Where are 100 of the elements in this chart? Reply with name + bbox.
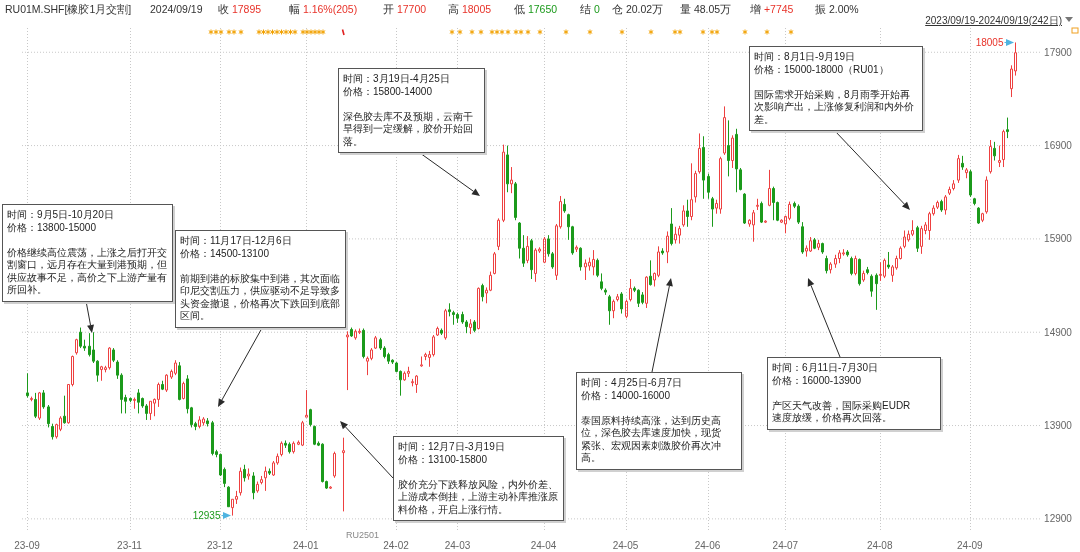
candlestick <box>604 287 607 296</box>
candlestick <box>883 258 886 279</box>
candlestick <box>313 425 316 446</box>
annotation: 价格：16000-13900 <box>772 374 862 387</box>
candlestick <box>723 105 726 156</box>
candlestick <box>252 471 255 500</box>
candlestick <box>469 318 472 335</box>
text: 增 +7745 <box>749 3 794 15</box>
candlestick <box>403 370 406 382</box>
candlestick <box>727 119 730 177</box>
candlestick <box>846 249 849 258</box>
candlestick <box>264 466 267 492</box>
candlestick <box>182 381 185 400</box>
text: 结 0 <box>580 3 600 15</box>
candlestick <box>243 464 246 483</box>
candlestick <box>133 397 136 410</box>
candlestick <box>858 258 861 287</box>
candlestick <box>239 467 242 497</box>
candlestick <box>280 440 283 457</box>
annotation: 产区天气改善，国际采购EUDR速度放缓，价格再次回落。 <box>772 399 912 425</box>
annotation: 价格继续高位震荡，上涨之后打开交割窗口，远月存在大量到港预期，但供应故事不足，高价之下上游产量有所回补。 <box>7 246 168 297</box>
candlestick <box>981 212 984 223</box>
candlestick <box>292 440 295 455</box>
candlestick <box>75 338 78 356</box>
candlestick <box>206 417 209 427</box>
text: 振 2.00% <box>815 3 859 15</box>
candlestick <box>198 415 201 429</box>
candlestick <box>346 330 349 391</box>
annotation: 价格：13100-15800 <box>398 453 488 466</box>
candlestick <box>678 225 681 245</box>
candlestick <box>174 359 177 376</box>
x-tick-label: 24-05 <box>612 540 639 551</box>
candlestick <box>957 154 960 184</box>
candlestick <box>362 327 365 359</box>
candlestick <box>989 139 992 175</box>
annotation: 国际需求开始采购，8月雨季开始再次影响产出，上涨修复利润和内外价差。 <box>754 88 915 126</box>
candlestick <box>374 335 377 350</box>
annotation: 价格：13800-15000 <box>7 221 97 234</box>
candlestick <box>866 266 869 275</box>
candlestick <box>768 169 771 207</box>
candlestick <box>731 134 734 169</box>
annotation: 时间：12月7日-3月19日 <box>398 441 506 454</box>
candlestick <box>543 236 546 264</box>
x-tick-label: 24-02 <box>383 540 410 551</box>
candlestick <box>42 389 45 410</box>
x-tick-label: 24-03 <box>444 540 471 551</box>
text: 低 17650 <box>514 3 558 15</box>
y-tick-label: 12900 <box>1044 513 1073 525</box>
annotation: 价格：15800-14000 <box>343 85 433 98</box>
y-tick-label: 13900 <box>1044 420 1073 432</box>
candlestick <box>940 199 943 213</box>
candlestick <box>79 327 82 349</box>
candlestick <box>952 179 955 191</box>
candlestick <box>801 221 804 255</box>
candlestick <box>625 299 628 319</box>
text: 开 17700 <box>383 3 427 15</box>
candlestick <box>301 420 304 447</box>
candlestick <box>649 259 652 287</box>
candlestick <box>920 225 923 255</box>
candlestick <box>211 420 214 456</box>
annotation: 泰国原料持续高涨，达到历史高位，深色胶去库速度加快，现货紧张、宏观因素刺激胶价再次冲高。 <box>581 414 722 465</box>
candlestick <box>510 166 513 194</box>
candlestick <box>666 230 669 264</box>
candlestick <box>616 293 619 302</box>
x-tick-label: 24-07 <box>772 540 799 551</box>
candlestick <box>256 481 259 494</box>
candlestick <box>772 186 775 221</box>
candlestick <box>825 255 828 274</box>
candlestick <box>63 395 66 425</box>
candlestick <box>829 261 832 274</box>
candlestick <box>682 204 685 228</box>
candlestick <box>596 258 599 278</box>
annotation: 时间：8月1日-9月19日 <box>754 51 857 64</box>
candlestick <box>497 217 500 251</box>
candlestick <box>711 196 714 228</box>
candlestick <box>690 162 693 221</box>
candlestick <box>563 198 566 214</box>
annotation: RU2501 <box>346 530 380 540</box>
candlestick <box>670 207 673 246</box>
x-tick-label: 23-11 <box>117 540 143 551</box>
candlestick <box>973 197 976 206</box>
candlestick <box>506 145 509 193</box>
candlestick <box>268 467 271 476</box>
candlestick <box>862 270 865 283</box>
candlestick <box>161 380 164 391</box>
candlestick <box>698 132 701 175</box>
annotation: 前期到港的标胶集中到港，其次面临印尼交割压力，供应驱动不足导致多头资金撤退，价格再次下跌回到底部区间。 <box>180 272 341 323</box>
candlestick <box>452 310 455 326</box>
y-tick-label: 16900 <box>1044 140 1073 152</box>
candlestick <box>260 475 263 485</box>
text: 2023/09/19-2024/09/19(242日) <box>925 15 1062 26</box>
candlestick <box>202 416 205 427</box>
candlestick <box>600 272 603 291</box>
candlestick <box>26 372 29 399</box>
y-tick-label: 14900 <box>1044 326 1073 338</box>
candlestick <box>420 355 423 368</box>
candlestick <box>965 167 968 179</box>
candlestick <box>870 273 873 298</box>
candlestick <box>178 361 181 401</box>
y-tick-label: 15900 <box>1044 233 1073 245</box>
